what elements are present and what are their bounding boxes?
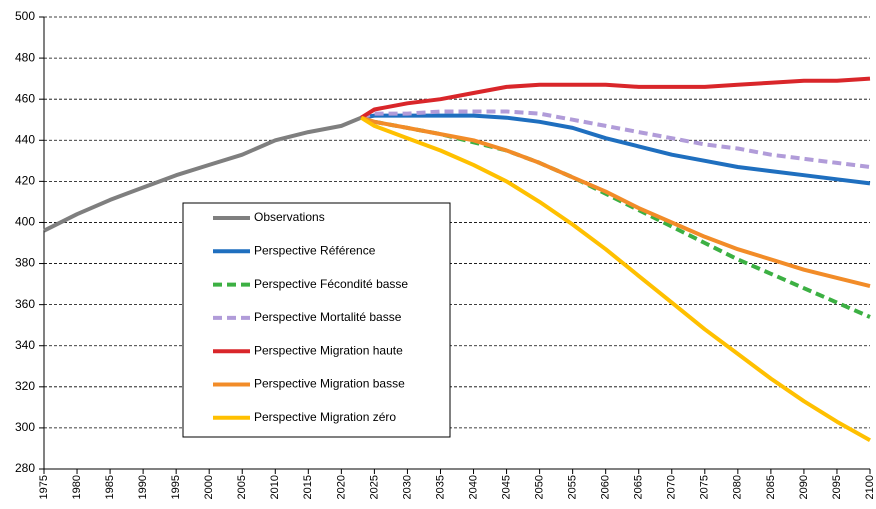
x-tick-label: 2005 — [236, 475, 248, 499]
x-tick-label: 2075 — [699, 475, 711, 499]
series-line — [43, 115, 362, 233]
x-tick-label: 2080 — [732, 475, 744, 499]
legend-label: Perspective Migration haute — [254, 343, 403, 357]
x-tick-label: 2020 — [335, 475, 347, 499]
x-tick-label: 2100 — [864, 475, 876, 499]
x-tick-label: 2010 — [269, 475, 281, 499]
x-tick-label: 2085 — [765, 475, 777, 499]
y-tick-label: 360 — [15, 297, 35, 311]
y-tick-label: 300 — [15, 420, 35, 434]
x-tick-label: 1990 — [137, 475, 149, 499]
x-tick-label: 2045 — [500, 475, 512, 499]
x-tick-label: 2035 — [434, 475, 446, 499]
y-tick-label: 480 — [15, 50, 35, 64]
series-line — [360, 116, 871, 442]
x-tick-label: 2065 — [633, 475, 645, 499]
x-tick-label: 2015 — [302, 475, 314, 499]
legend-box — [182, 202, 451, 438]
legend-label: Observations — [254, 210, 325, 224]
x-tick-label: 2070 — [666, 475, 678, 499]
y-tick-label: 280 — [15, 461, 35, 475]
x-tick-label: 1980 — [71, 475, 83, 499]
y-tick-label: 340 — [15, 338, 35, 352]
x-tick-label: 1975 — [38, 475, 50, 499]
y-tick-label: 440 — [15, 132, 35, 146]
x-tick-label: 1995 — [170, 475, 182, 499]
x-tick-label: 2060 — [600, 475, 612, 499]
legend-label: Perspective Migration zéro — [254, 410, 396, 424]
y-tick-label: 320 — [15, 379, 35, 393]
x-tick-label: 2095 — [831, 475, 843, 499]
series-line — [360, 109, 871, 169]
series-line — [360, 115, 871, 289]
x-tick-label: 2030 — [401, 475, 413, 499]
series-line — [360, 76, 871, 120]
series-line — [360, 113, 871, 186]
x-tick-label: 2050 — [534, 475, 546, 499]
x-tick-label: 2000 — [203, 475, 215, 499]
y-tick-label: 420 — [15, 174, 35, 188]
x-tick-label: 1985 — [104, 475, 116, 499]
y-tick-label: 400 — [15, 215, 35, 229]
legend-label: Perspective Mortalité basse — [254, 310, 402, 324]
x-tick-label: 2025 — [368, 475, 380, 499]
x-tick-label: 2055 — [567, 475, 579, 499]
y-tick-label: 460 — [15, 91, 35, 105]
x-tick-label: 2090 — [798, 475, 810, 499]
y-tick-label: 380 — [15, 256, 35, 270]
legend-label: Perspective Fécondité basse — [254, 277, 408, 291]
x-tick-label: 2040 — [467, 475, 479, 499]
legend-label: Perspective Référence — [254, 243, 376, 257]
legend-label: Perspective Migration basse — [254, 377, 405, 391]
y-tick-label: 500 — [15, 9, 35, 23]
